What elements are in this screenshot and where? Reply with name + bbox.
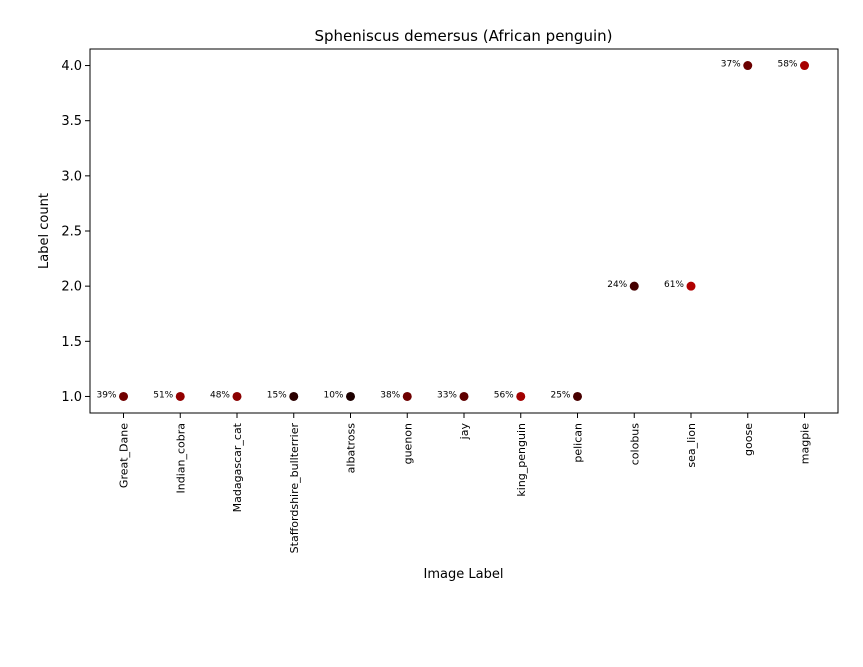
data-label: 15% — [267, 390, 287, 400]
data-point — [629, 281, 639, 291]
y-tick-label: 3.5 — [61, 114, 82, 129]
data-point — [459, 391, 469, 401]
data-point — [686, 281, 696, 291]
data-point — [346, 391, 355, 401]
data-label: 58% — [777, 60, 797, 70]
data-point — [232, 391, 242, 401]
y-tick-label: 4.0 — [61, 59, 82, 74]
y-tick-label: 1.0 — [61, 390, 82, 405]
data-point — [119, 391, 128, 401]
x-tick-label: Great_Dane — [118, 423, 131, 488]
y-tick-label: 1.5 — [61, 335, 82, 350]
data-label: 48% — [210, 390, 230, 400]
data-point — [573, 391, 582, 401]
data-label: 24% — [607, 280, 627, 290]
data-label: 25% — [550, 390, 570, 400]
x-axis-label: Image Label — [424, 567, 504, 582]
x-tick-label: albatross — [345, 423, 358, 474]
data-point — [800, 61, 809, 71]
data-label: 51% — [153, 390, 173, 400]
plot-frame — [89, 48, 839, 414]
data-label: 33% — [437, 390, 457, 400]
x-tick-label: jay — [458, 423, 471, 441]
x-tick-label: magpie — [799, 423, 812, 464]
x-tick-label: Madagascar_cat — [231, 422, 244, 512]
data-label: 37% — [721, 60, 741, 70]
y-tick-label: 2.0 — [61, 280, 82, 295]
data-label: 56% — [494, 390, 514, 400]
x-tick-label: guenon — [401, 423, 414, 464]
x-tick-label: sea_lion — [685, 423, 698, 468]
data-label: 61% — [664, 280, 684, 290]
x-tick-label: Staffordshire_bullterrier — [288, 423, 301, 554]
x-tick-label: pelican — [572, 423, 585, 463]
y-axis-label: Label count — [37, 193, 52, 269]
data-point — [402, 391, 412, 401]
data-label: 39% — [96, 390, 116, 400]
data-point — [289, 391, 299, 401]
x-tick-label: goose — [742, 423, 755, 456]
data-label: 38% — [380, 390, 400, 400]
plot-area: 1.0 1.5 2.0 2.5 3.0 3.5 4.0 Great_Dane Indian_co… — [61, 59, 811, 553]
x-tick-label: Indian_cobra — [174, 423, 187, 494]
x-tick-label: colobus — [628, 423, 641, 466]
data-point — [175, 391, 185, 401]
y-tick-label: 2.5 — [61, 225, 82, 240]
chart-title: Spheniscus demersus (African penguin) — [315, 27, 613, 45]
y-tick-label: 3.0 — [61, 169, 82, 184]
data-point — [516, 391, 526, 401]
x-tick-label: king_penguin — [515, 423, 528, 497]
data-label: 10% — [323, 390, 343, 400]
data-point — [743, 61, 753, 71]
